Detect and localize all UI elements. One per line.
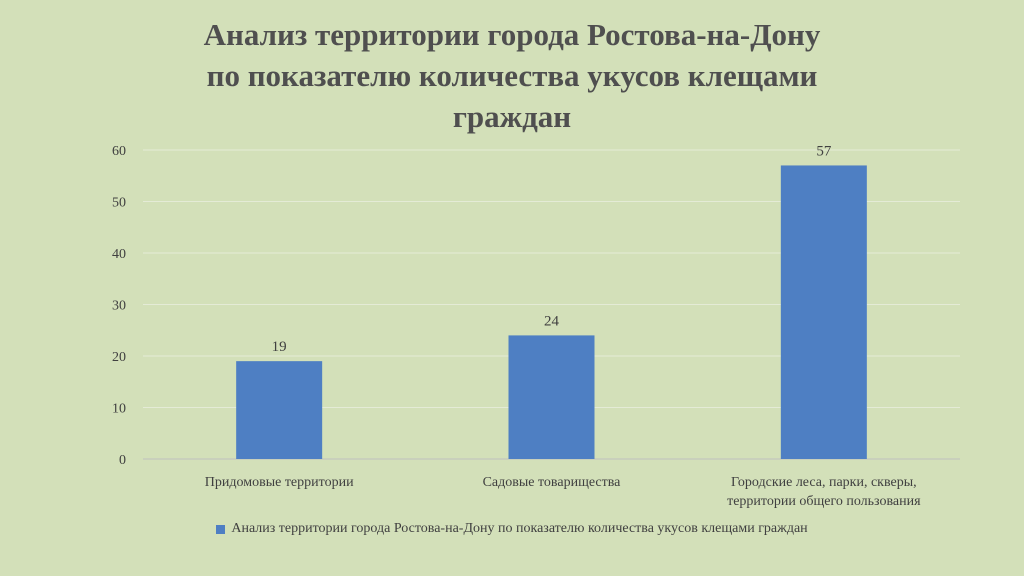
bar <box>236 361 323 459</box>
bar <box>780 165 867 459</box>
y-tick-label: 10 <box>112 402 126 417</box>
y-tick-label: 20 <box>112 350 126 365</box>
data-label: 24 <box>544 313 560 329</box>
chart-title: Анализ территории города Ростова-на-Дону… <box>0 14 1024 137</box>
legend-label: Анализ территории города Ростова-на-Дону… <box>231 521 808 536</box>
chart-title-line: по показателю количества укусов клещами <box>206 58 818 93</box>
chart-title-line: граждан <box>452 99 572 134</box>
data-label: 19 <box>272 339 287 355</box>
category-label: Садовые товарищества <box>483 475 622 490</box>
y-tick-label: 0 <box>119 453 126 468</box>
category-label: Придомовые территории <box>205 475 354 490</box>
y-tick-label: 40 <box>112 247 126 262</box>
legend: Анализ территории города Ростова-на-Дону… <box>0 521 1024 537</box>
bar <box>508 335 595 459</box>
y-tick-label: 30 <box>112 299 126 314</box>
chart-title-line: Анализ территории города Ростова-на-Дону <box>203 17 821 52</box>
data-label: 57 <box>816 143 832 159</box>
y-tick-label: 60 <box>112 144 126 159</box>
category-label: Городские леса, парки, скверы, <box>731 475 917 490</box>
category-label: территории общего пользования <box>727 494 921 509</box>
legend-swatch <box>216 525 226 534</box>
y-tick-label: 50 <box>112 196 126 211</box>
